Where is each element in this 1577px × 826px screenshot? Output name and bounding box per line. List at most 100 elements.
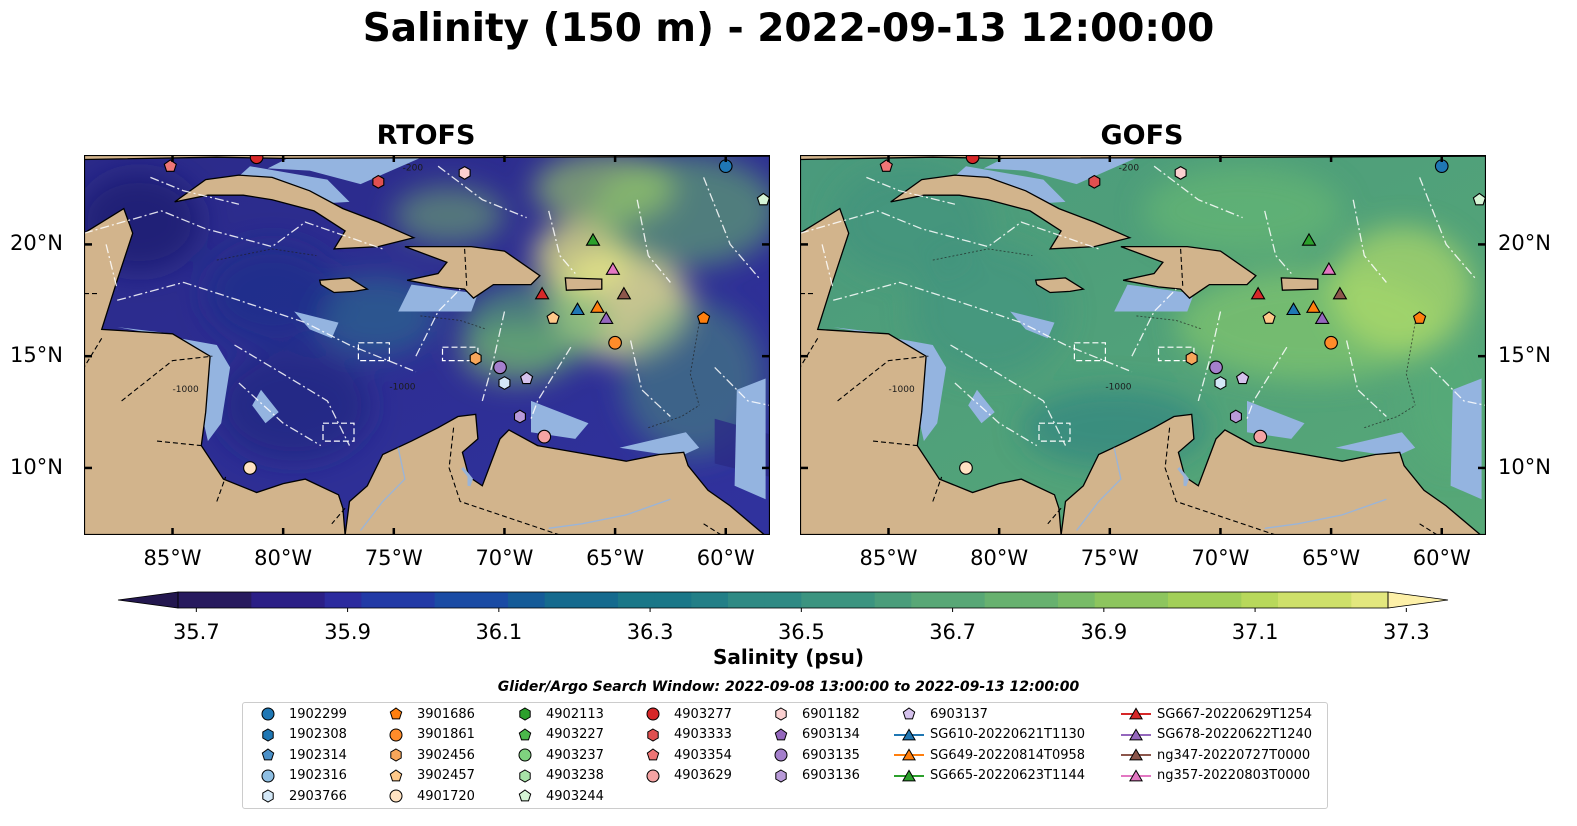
gofs-map[interactable]: -200 -1000 -1000 — [800, 155, 1486, 535]
country-border — [1047, 507, 1062, 525]
legend-item: 4903629 — [636, 766, 732, 786]
legend-label: 4903238 — [546, 768, 604, 783]
platform-marker-3902457 — [1262, 311, 1276, 324]
legend-label: 6903137 — [930, 706, 988, 722]
legend-label: 1902299 — [289, 706, 347, 722]
colorbar-segment — [398, 592, 436, 608]
lat-tick-label: 20°N — [1498, 231, 1551, 256]
bathymetry-contour — [216, 248, 317, 261]
colorbar-segment — [948, 592, 986, 608]
legend-label: 1902314 — [289, 747, 347, 763]
land-central-america — [800, 207, 1062, 535]
eez-boundary — [238, 382, 322, 447]
colorbar-segment — [544, 592, 582, 608]
eez-boundary — [530, 346, 572, 420]
colorbar-segment — [1204, 592, 1242, 608]
lon-tick-label: 70°W — [1191, 546, 1250, 570]
colorbar-segment — [1058, 592, 1096, 608]
legend-item: 4902113 — [508, 704, 604, 724]
eez-boundary — [629, 340, 671, 417]
eez-boundary — [84, 210, 383, 250]
platform-marker-6903137 — [519, 371, 534, 385]
search-box — [1073, 342, 1106, 362]
shelf-water — [1010, 311, 1055, 339]
shelf-water — [294, 311, 339, 339]
platform-marker-ng347-20220727T0000 — [1332, 286, 1348, 300]
lon-tick-label: 80°W — [254, 546, 313, 570]
colorbar-segment — [838, 592, 876, 608]
legend-item: SG667-20220629T1254 — [1119, 704, 1312, 724]
legend-label: 4903227 — [546, 727, 604, 742]
eez-boundary — [954, 382, 1038, 447]
eez-boundary — [117, 281, 417, 373]
legend-marker — [518, 789, 532, 802]
country-border — [1419, 523, 1438, 535]
bathymetry-contour — [1364, 405, 1416, 429]
lon-tick-label: 75°W — [364, 546, 423, 570]
legend-label: 4903354 — [674, 747, 732, 763]
colorbar-extend-low — [117, 591, 179, 609]
lake-maracaibo — [461, 466, 473, 487]
platform-marker-4903277 — [249, 155, 264, 165]
salinity-anomaly — [393, 186, 505, 245]
legend-marker — [894, 768, 924, 781]
legend-marker — [1121, 727, 1151, 740]
eez-boundary — [1153, 165, 1243, 219]
bathymetry-contour — [932, 248, 1033, 261]
legend-item: SG649-20220814T0958 — [892, 745, 1085, 765]
land-jamaica — [318, 277, 370, 294]
eez-boundary — [1418, 177, 1476, 279]
platform-marker-3901686 — [1412, 311, 1427, 324]
eez-boundary — [1430, 366, 1486, 407]
lon-tick-label: 80°W — [970, 546, 1029, 570]
legend-marker — [389, 728, 403, 741]
river — [360, 447, 406, 531]
legend-marker — [262, 727, 274, 742]
legend-item: 6903134 — [764, 725, 860, 745]
eez-boundary — [548, 210, 576, 274]
legend-item: 1902314 — [251, 745, 347, 765]
land-cuba — [174, 174, 416, 250]
country-border — [932, 476, 943, 502]
legend-marker — [518, 727, 532, 740]
platform-marker-6903136 — [1229, 409, 1242, 424]
colorbar-segment — [1278, 592, 1316, 608]
platform-marker-6903136 — [513, 409, 526, 424]
eez-boundary — [1264, 210, 1292, 274]
bathymetry-contour — [648, 405, 700, 429]
platform-marker-3902456 — [469, 351, 482, 366]
legend-marker — [894, 727, 924, 740]
rtofs-map[interactable]: -200 -1000 -1000 — [84, 155, 770, 535]
lon-tick-label: 75°W — [1080, 546, 1139, 570]
search-box — [322, 422, 355, 442]
legend-label: 3901861 — [417, 727, 475, 742]
legend-marker — [389, 789, 403, 803]
lon-tick-label: 60°W — [1412, 546, 1471, 570]
country-border — [703, 523, 722, 535]
shelf-water — [619, 432, 700, 457]
colorbar-segment — [324, 592, 362, 608]
legend-marker — [518, 748, 532, 762]
colorbar-segment — [801, 592, 839, 608]
lon-tick-label: 85°W — [143, 546, 202, 570]
legend-marker — [894, 748, 924, 761]
legend-label: 1902308 — [289, 727, 347, 742]
colorbar-segment — [1314, 592, 1352, 608]
map-frame — [800, 155, 1486, 535]
colorbar-segment — [984, 592, 1022, 608]
eez-boundary — [1246, 346, 1288, 420]
legend-item: 1902316 — [251, 766, 347, 786]
legend-item: 4903354 — [636, 745, 732, 765]
shelf-water — [983, 155, 1143, 185]
eez-boundary — [866, 176, 956, 205]
colorbar-tick-label: 36.9 — [1080, 620, 1128, 644]
bathymetry-label: -1000 — [173, 385, 199, 395]
legend-label: SG610-20220621T1130 — [930, 727, 1086, 742]
legend-item: 4903227 — [508, 725, 604, 745]
legend-marker — [1121, 768, 1151, 781]
shelf-water — [1114, 284, 1194, 312]
bathymetry-contour — [1136, 315, 1203, 330]
shelf-water — [531, 400, 589, 439]
legend-label: 1902316 — [289, 768, 347, 783]
legend-label: 6903134 — [802, 727, 860, 742]
